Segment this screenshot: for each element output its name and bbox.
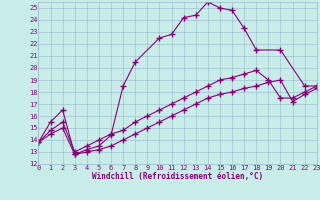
X-axis label: Windchill (Refroidissement éolien,°C): Windchill (Refroidissement éolien,°C) [92,172,263,181]
